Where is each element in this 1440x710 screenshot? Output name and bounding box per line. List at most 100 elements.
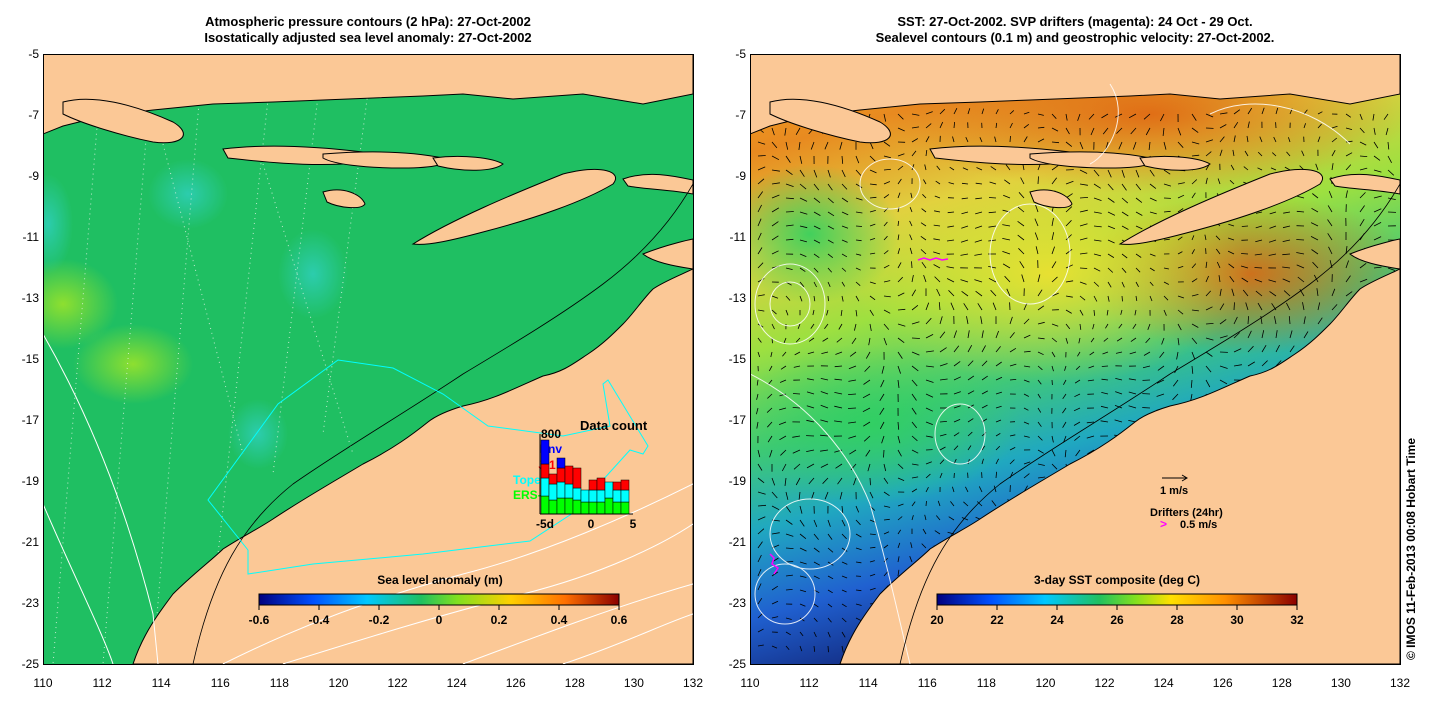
velocity-vector: [855, 295, 860, 302]
velocity-vector: [785, 197, 794, 200]
velocity-vector: [1172, 393, 1179, 401]
velocity-vector: [869, 491, 874, 499]
velocity-vector: [897, 323, 906, 327]
velocity-vector: [841, 561, 848, 565]
velocity-vector: [1311, 207, 1319, 213]
velocity-vector: [1130, 337, 1137, 342]
velocity-vector: [1121, 169, 1125, 178]
velocity-vector: [855, 589, 862, 592]
velocity-vector: [771, 616, 779, 619]
velocity-vector: [813, 197, 821, 204]
velocity-vector: [1128, 405, 1137, 409]
velocity-vector: [1261, 344, 1267, 353]
velocity-vector: [1037, 289, 1043, 297]
data-count-bar-segment: [580, 501, 590, 515]
velocity-vector: [1023, 435, 1030, 438]
velocity-vector: [1145, 127, 1151, 136]
velocity-vector: [883, 295, 891, 298]
velocity-vector: [920, 249, 927, 255]
velocity-vector: [1311, 249, 1319, 255]
velocity-vector: [1282, 253, 1291, 256]
velocity-vector: [1100, 420, 1109, 423]
velocity-vector: [981, 108, 985, 115]
velocity-vector: [1288, 316, 1291, 325]
colorbar-tick-label: 0.6: [611, 613, 628, 627]
colorbar-tick-label: 22: [990, 613, 1004, 627]
velocity-vector: [1051, 337, 1058, 343]
y-axis-tick: -13: [728, 291, 746, 305]
velocity-vector: [1101, 365, 1109, 367]
sea-level-anomaly-map: Data count 800 Env J-1 Topex ERS-2 -5d 0…: [43, 54, 693, 664]
velocity-vector: [939, 421, 947, 423]
velocity-vector: [827, 603, 833, 608]
velocity-vector: [771, 250, 779, 255]
data-count-bar-segment: [572, 467, 582, 489]
velocity-vector: [1149, 295, 1153, 302]
colorbar-tick-label: 30: [1230, 613, 1244, 627]
velocity-vector: [1191, 154, 1200, 157]
velocity-vector: [953, 361, 961, 367]
velocity-vector: [953, 432, 960, 437]
velocity-vector: [820, 449, 829, 452]
velocity-vector: [995, 458, 999, 465]
velocity-vector: [1135, 253, 1142, 258]
velocity-vector: [961, 225, 969, 229]
x-axis-tick: 122: [387, 676, 408, 690]
velocity-vector: [1118, 323, 1123, 329]
velocity-vector: [953, 376, 961, 381]
velocity-vector: [1205, 379, 1211, 388]
velocity-vector: [1023, 318, 1030, 325]
velocity-vector: [810, 323, 815, 329]
velocity-vector: [921, 261, 927, 269]
velocity-vector: [1261, 107, 1265, 115]
velocity-vector: [923, 274, 927, 283]
velocity-vector: [1051, 113, 1057, 119]
velocity-vector: [1009, 363, 1017, 367]
velocity-vector: [779, 407, 787, 411]
velocity-vector: [785, 295, 791, 301]
velocity-vector: [1269, 225, 1277, 229]
sst-mid-patch: [850, 164, 1250, 384]
velocity-vector: [798, 491, 801, 500]
velocity-vector: [779, 379, 787, 383]
velocity-vector: [1205, 351, 1213, 357]
velocity-vector: [911, 435, 918, 442]
velocity-vector: [1121, 295, 1123, 302]
velocity-vector: [897, 248, 901, 255]
velocity-vector: [1205, 139, 1214, 143]
velocity-vector: [1205, 290, 1211, 297]
velocity-vector: [1079, 267, 1088, 269]
velocity-vector: [989, 181, 997, 185]
velocity-vector: [1219, 149, 1223, 157]
velocity-vector: [883, 323, 890, 330]
velocity-vector: [939, 459, 945, 465]
x-axis-tick: 126: [505, 676, 526, 690]
velocity-vector: [1190, 379, 1193, 388]
y-axis-tick: -23: [21, 596, 39, 610]
velocity-vector: [933, 238, 941, 241]
x-axis-tick: 110: [33, 676, 53, 690]
velocity-vector: [1002, 224, 1011, 227]
velocity-vector: [1191, 192, 1196, 199]
velocity-vector: [1191, 351, 1196, 360]
velocity-vector: [1205, 177, 1208, 185]
velocity-vector: [1163, 309, 1167, 316]
velocity-vector: [961, 197, 969, 200]
velocity-vector: [841, 505, 844, 514]
velocity-vector: [1310, 236, 1319, 241]
velocity-vector: [967, 108, 971, 115]
velocity-vector: [813, 253, 820, 259]
velocity-vector: [1327, 233, 1333, 241]
velocity-vector: [974, 239, 983, 243]
data-count-bar-segment: [596, 477, 606, 491]
velocity-vector: [771, 645, 778, 649]
velocity-vector: [813, 645, 816, 652]
velocity-vector: [925, 350, 934, 353]
velocity-vector: [967, 431, 973, 437]
data-count-bar-segment: [540, 439, 550, 465]
velocity-vector: [990, 166, 997, 171]
land-masses: [750, 54, 1400, 664]
anomaly-low-patch: [228, 399, 288, 469]
velocity-vector: [869, 309, 874, 316]
x-axis-tick: 118: [976, 676, 996, 690]
